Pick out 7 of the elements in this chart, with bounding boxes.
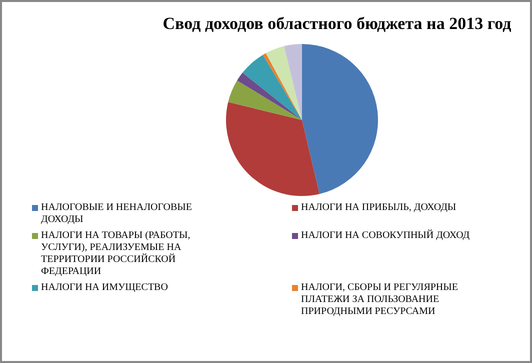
legend-label: НАЛОГИ НА ИМУЩЕСТВО [41, 282, 168, 294]
legend-label: НАЛОГИ НА ПРИБЫЛЬ, ДОХОДЫ [301, 202, 456, 214]
legend-label: НАЛОГОВЫЕ И НЕНАЛОГОВЫЕ ДОХОДЫ [41, 202, 193, 226]
chart-title: Свод доходов областного бюджета на 2013 год [162, 14, 512, 34]
legend-label: НАЛОГИ, СБОРЫ И РЕГУЛЯРНЫЕ ПЛАТЕЖИ ЗА ПОЛЬЗОВАНИЕ ПРИРОДНЫМИ РЕСУРСАМИ [301, 282, 459, 318]
legend-label: НАЛОГИ НА ТОВАРЫ (РАБОТЫ, УСЛУГИ), РЕАЛИЗУЕМЫЕ НА ТЕРРИТОРИИ РОССИЙСКОЙ ФЕДЕРАЦИИ [41, 230, 192, 278]
legend-label: НАЛОГИ НА СОВОКУПНЫЙ ДОХОД [301, 230, 470, 242]
